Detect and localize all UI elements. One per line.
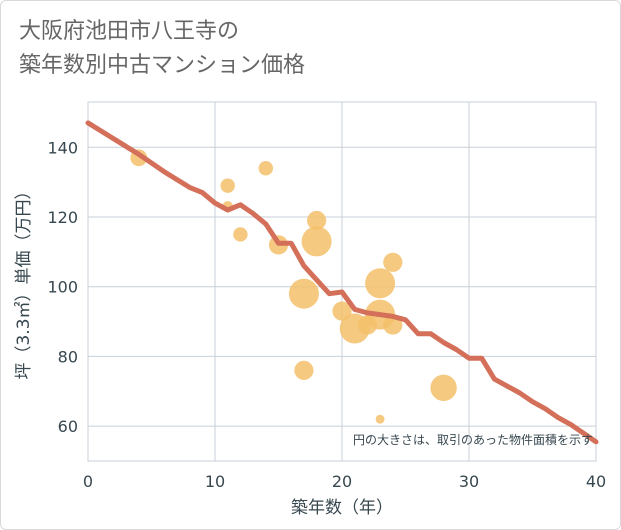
axis-ticks: 0 10 20 30 40 60 80 100 120 140 — [47, 138, 606, 491]
data-bubble — [258, 161, 273, 176]
data-bubble — [430, 374, 457, 402]
x-tick-label: 40 — [586, 472, 606, 491]
data-bubble — [383, 252, 403, 272]
data-bubble — [375, 414, 385, 424]
chart-title: 大阪府池田市八王寺の 築年数別中古マンション価格 — [19, 19, 306, 78]
x-tick-label: 20 — [332, 472, 352, 491]
y-tick-label: 60 — [58, 417, 78, 436]
data-bubble — [220, 178, 235, 193]
y-tick-label: 100 — [47, 278, 78, 297]
data-bubble — [294, 360, 314, 380]
y-tick-label: 80 — [58, 347, 78, 366]
size-note: 円の大きさは、取引のあった物件面積を示す — [353, 432, 593, 447]
trend-series — [85, 120, 599, 445]
trend-line — [85, 120, 599, 445]
y-tick-label: 120 — [47, 208, 78, 227]
x-axis-title: 築年数（年） — [291, 498, 393, 518]
grid-lines — [87, 102, 597, 461]
x-tick-label: 0 — [83, 472, 93, 491]
bubble-series — [130, 149, 457, 424]
x-tick-label: 10 — [205, 472, 225, 491]
x-tick-label: 30 — [459, 472, 479, 491]
data-bubble — [365, 268, 396, 299]
data-bubble — [301, 226, 332, 257]
data-bubble — [233, 227, 248, 242]
data-bubble — [307, 210, 327, 231]
y-tick-label: 140 — [47, 138, 78, 157]
data-bubble — [288, 278, 319, 309]
y-axis-title: 坪（3.3㎡）単価（万円） — [14, 182, 34, 379]
